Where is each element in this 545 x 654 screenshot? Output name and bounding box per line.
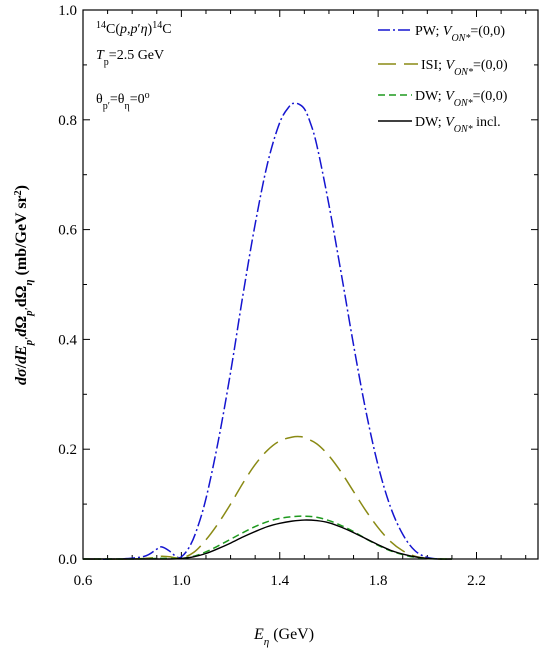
y-tick-label: 0.2 — [58, 442, 77, 458]
x-tick-label: 0.6 — [74, 573, 93, 589]
annotation-reaction: 14C(p,p′η)14C — [96, 20, 172, 38]
y-tick-label: 0.8 — [58, 113, 77, 129]
plot-frame — [82, 9, 539, 560]
series-line-pw — [82, 102, 452, 560]
y-tick-label: 0.0 — [58, 552, 77, 568]
x-tick-label: 1.8 — [369, 573, 388, 589]
x-axis-title: Eη (GeV) — [253, 626, 314, 648]
x-tick-label: 2.2 — [467, 573, 486, 589]
legend-label-isi: ISI; VON*=(0,0) — [421, 58, 508, 78]
annotation-angle: θp′=θη=0o — [96, 90, 150, 112]
y-axis-title: dσ/dEp′dΩp′dΩη (mb/GeV sr2) — [13, 185, 36, 385]
legend-label-dw: DW; VON*=(0,0) — [415, 89, 508, 109]
series-line-isi — [82, 435, 452, 560]
legend-label-dw-incl: DW; VON* incl. — [415, 115, 501, 135]
axis-ticks — [82, 9, 538, 560]
legend: PW; VON*=(0,0) ISI; VON*=(0,0) DW; VON*=… — [378, 24, 508, 135]
x-tick-label: 1.4 — [270, 573, 289, 589]
series-layer — [82, 102, 452, 560]
y-tick-label: 1.0 — [58, 3, 77, 19]
series-line-dw-incl — [82, 519, 452, 560]
y-tick-label: 0.4 — [58, 332, 77, 348]
axis-tick-labels: 0.6 1.0 1.4 1.8 2.2 0.0 0.2 0.4 0.6 0.8 1.0 — [58, 3, 486, 589]
annotation-energy: Tp=2.5 GeV — [96, 48, 164, 68]
legend-label-pw: PW; VON*=(0,0) — [415, 24, 505, 44]
y-tick-label: 0.6 — [58, 223, 77, 239]
x-tick-label: 1.0 — [172, 573, 191, 589]
